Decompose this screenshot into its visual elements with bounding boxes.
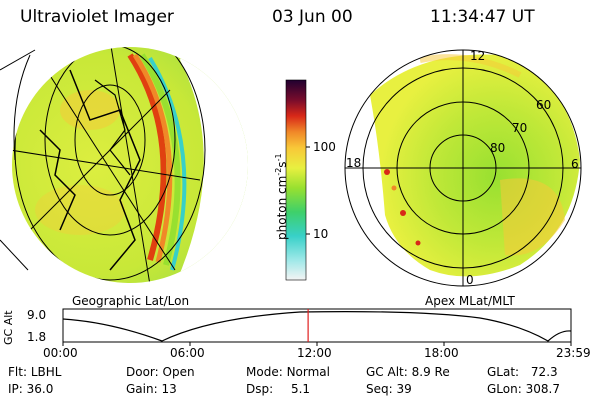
altitude-xtick: 12:00 (297, 346, 332, 360)
mode-value: Normal (286, 365, 330, 379)
door-label: Door: (126, 365, 159, 379)
geographic-panel-label: Geographic Lat/Lon (72, 294, 190, 308)
ip-value: 36.0 (26, 382, 54, 396)
mode-label: Mode: (246, 365, 283, 379)
polar-mlt-18: 18 (346, 156, 362, 170)
altitude-xtick: 06:00 (170, 346, 205, 360)
dsp-value: 5.1 (290, 382, 311, 396)
polar-mlt-0: 0 (466, 273, 474, 287)
altitude-xtick: 23:59 (556, 346, 591, 360)
glon-label: GLon: (487, 382, 522, 396)
apex-panel-label: Apex MLat/MLT (425, 294, 515, 308)
door-value: Open (162, 365, 195, 379)
time-label: 11:34:47 UT (430, 7, 535, 27)
glat-value: 72.3 (530, 365, 558, 379)
seq-info: Seq: 39 (366, 382, 412, 396)
gain-value: 13 (161, 382, 177, 396)
gain-info: Gain: 13 (126, 382, 177, 396)
colorbar-tick-10: 10 (313, 227, 329, 241)
polar-mlt-6: 6 (571, 157, 579, 171)
colorbar-tick-100: 100 (313, 140, 336, 154)
ip-info: IP: 36.0 (8, 382, 53, 396)
instrument-title: Ultraviolet Imager (20, 7, 174, 27)
glon-info: GLon: 308.7 (487, 382, 560, 396)
polar-mlat-70: 70 (512, 121, 528, 135)
seq-value: 39 (396, 382, 412, 396)
glat-info: GLat: 72.3 (487, 365, 558, 379)
filter-label: Flt: (8, 365, 27, 379)
door-info: Door: Open (126, 365, 195, 379)
altitude-ylabel: GC Alt (2, 310, 15, 345)
glon-value: 308.7 (525, 382, 560, 396)
altitude-ymin: 1.8 (27, 330, 47, 344)
polar-mlt-12: 12 (470, 49, 486, 63)
ip-label: IP: (8, 382, 23, 396)
gcalt-value: 8.9 Re (411, 365, 450, 379)
polar-mlat-80: 80 (490, 141, 506, 155)
filter-info: Flt: LBHL (8, 365, 61, 379)
filter-value: LBHL (30, 365, 62, 379)
gain-label: Gain: (126, 382, 158, 396)
altitude-xtick: 18:00 (424, 346, 459, 360)
gcalt-info: GC Alt: 8.9 Re (366, 365, 450, 379)
altitude-xtick: 00:00 (43, 346, 78, 360)
glat-label: GLat: (487, 365, 520, 379)
polar-mlat-60: 60 (536, 98, 552, 112)
dsp-label: Dsp: (246, 382, 274, 396)
date-label: 03 Jun 00 (272, 7, 353, 27)
altitude-ymax: 9.0 (27, 308, 47, 322)
mode-info: Mode: Normal (246, 365, 330, 379)
seq-label: Seq: (366, 382, 393, 396)
dsp-info: Dsp: 5.1 (246, 382, 310, 396)
gcalt-label: GC Alt: (366, 365, 408, 379)
